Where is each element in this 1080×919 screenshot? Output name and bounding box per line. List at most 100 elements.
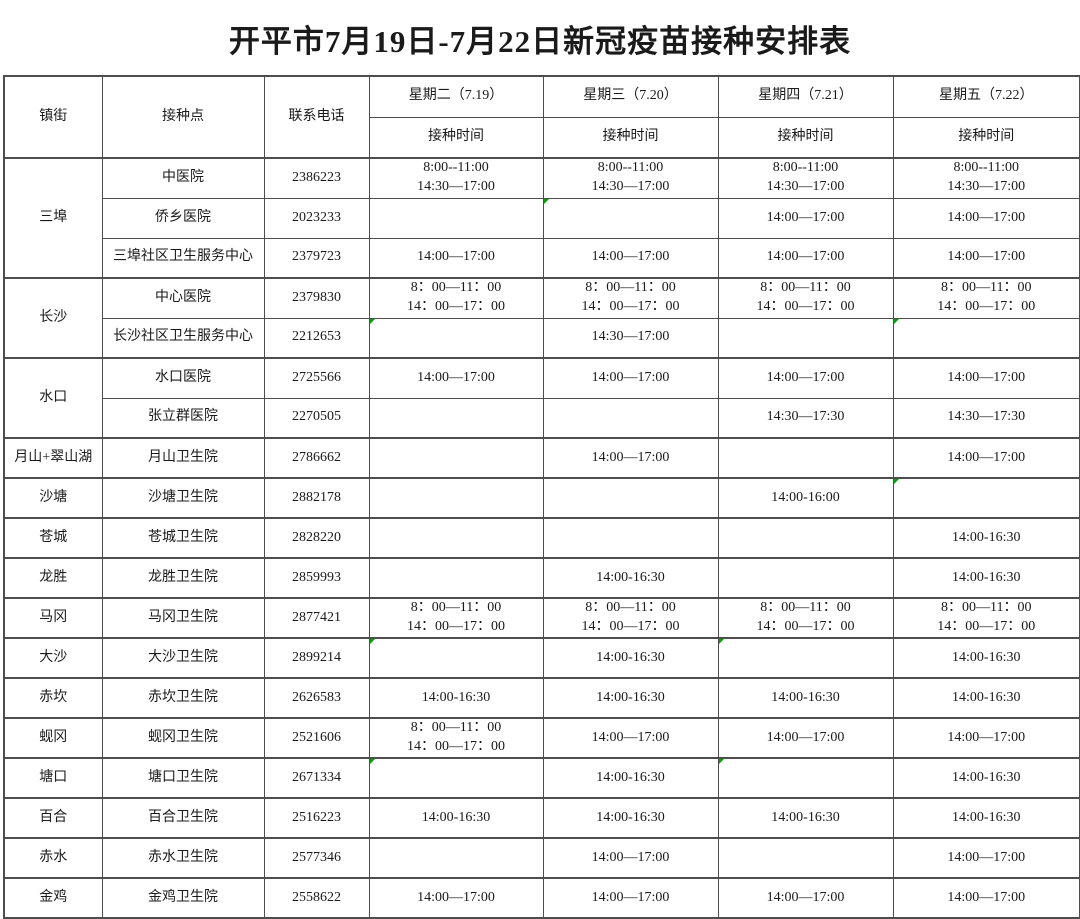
phone-cell: 2516223 <box>263 797 370 839</box>
site-cell: 赤水卫生院 <box>101 837 265 879</box>
time-cell: 14:00—17:00 <box>542 877 719 919</box>
time-cell <box>368 637 544 679</box>
time-cell <box>717 837 894 879</box>
table-row: 苍城 苍城卫生院 2828220 14:00-16:30 <box>3 517 1080 559</box>
time-cell: 8：00—11：00 14：00—17：00 <box>368 597 544 639</box>
table-row: 三埠 中医院 2386223 8:00--11:00 14:30—17:00 8:00--… <box>3 157 1080 279</box>
phone-cell: 2877421 <box>263 597 370 639</box>
time-range: 14:00-16:30 <box>952 769 1021 785</box>
time-cell: 14:00-16:30 <box>892 757 1080 799</box>
site-cell: 大沙卫生院 <box>101 637 265 679</box>
time-range: 14:00-16:30 <box>771 809 840 825</box>
time-range: 14:00—17:00 <box>766 249 845 265</box>
town-cell: 龙胜 <box>3 557 103 599</box>
time-cell <box>717 757 894 799</box>
time-range: 14:00—17:00 <box>417 889 495 905</box>
time-cell <box>542 517 719 559</box>
time-cell: 14:00-16:30 <box>542 637 719 679</box>
time-cell <box>368 397 544 439</box>
time-range: 14:00—17:00 <box>947 369 1026 385</box>
time-cell: 14:00-16:30 <box>892 797 1080 839</box>
green-triangle-icon <box>894 480 899 484</box>
time-range: 8:00--11:00 <box>597 160 664 176</box>
table-row: 龙胜 龙胜卫生院 2859993 14:00-16:30 14:00-16:30 <box>3 557 1080 599</box>
green-triangle-icon <box>894 319 899 324</box>
time-cell: 8：00—11：00 14：00—17：00 <box>368 717 544 759</box>
time-cell: 8：00—11：00 14：00—17：00 <box>717 597 894 639</box>
time-range: 8：00—11：00 <box>941 600 1032 616</box>
town-cell: 沙塘 <box>3 477 103 519</box>
time-cell <box>892 317 1080 359</box>
time-range: 14:00-16:30 <box>952 809 1021 825</box>
time-cell: 14:00—17:00 <box>892 357 1080 399</box>
time-cell <box>717 317 894 359</box>
time-cell: 14:00-16:30 <box>717 797 894 839</box>
time-range: 8：00—11：00 <box>410 720 502 736</box>
time-cell <box>368 517 544 559</box>
time-range: 14:30—17:30 <box>947 409 1026 425</box>
site-cell: 张立群医院 <box>101 397 265 439</box>
time-range: 14:00-16:30 <box>596 769 665 785</box>
header-day-tue: 星期二（7.19） <box>368 75 544 118</box>
time-cell: 14:00-16:00 <box>717 477 894 519</box>
site-cell: 赤坎卫生院 <box>101 677 265 719</box>
time-range: 14:00-16:30 <box>952 689 1021 705</box>
time-cell: 14:00—17:00 <box>368 357 544 399</box>
table-row: 沙塘 沙塘卫生院 2882178 14:00-16:00 <box>3 477 1080 519</box>
time-range: 14:00-16:30 <box>596 649 665 665</box>
time-range: 14:00—17:00 <box>766 889 845 905</box>
schedule-rows: 三埠 中医院 2386223 8:00--11:00 14:30—17:00 8:00--… <box>3 157 1080 919</box>
site-cell: 塘口卫生院 <box>101 757 265 799</box>
time-range: 14:00-16:30 <box>771 689 840 705</box>
phone-cell: 2212653 <box>263 317 370 359</box>
time-cell: 14:00—17:00 <box>892 717 1080 759</box>
time-cell <box>368 757 544 799</box>
header-day-fri: 星期五（7.22） <box>892 75 1080 118</box>
time-range: 14:00—17:00 <box>591 889 670 905</box>
time-cell <box>717 517 894 559</box>
phone-cell: 2386223 <box>263 157 370 199</box>
site-cell: 马冈卫生院 <box>101 597 265 639</box>
page-title: 开平市7月19日-7月22日新冠疫苗接种安排表 <box>228 24 852 59</box>
time-cell: 14:00—17:00 <box>542 717 719 759</box>
town-cell: 百合 <box>3 797 103 839</box>
site-cell: 百合卫生院 <box>101 797 265 839</box>
time-cell <box>542 397 719 439</box>
time-range: 14：00—17：00 <box>756 619 855 634</box>
time-range: 8：00—11：00 <box>760 600 851 616</box>
time-cell: 8：00—11：00 14：00—17：00 <box>542 597 719 639</box>
time-range: 8:00--11:00 <box>423 160 489 176</box>
time-cell: 14:00-16:30 <box>542 557 719 599</box>
green-triangle-icon <box>719 760 724 764</box>
time-cell: 14:30—17:30 <box>717 397 894 439</box>
time-cell <box>368 837 544 879</box>
time-range: 14:00—17:00 <box>947 729 1026 745</box>
town-cell: 赤坎 <box>3 677 103 719</box>
time-cell: 8:00--11:00 14:30—17:00 <box>368 157 544 199</box>
time-range: 8：00—11：00 <box>941 280 1032 296</box>
site-cell: 月山卫生院 <box>101 437 265 479</box>
time-cell: 8:00--11:00 14:30—17:00 <box>542 157 719 199</box>
time-range: 14:00-16:30 <box>952 649 1021 665</box>
time-cell: 14:00—17:00 <box>892 877 1080 919</box>
table-header: 镇街 接种点 联系电话 星期二（7.19） 星期三（7.20） 星期四（7.21… <box>3 75 1080 159</box>
time-range: 14:00-16:00 <box>771 489 840 505</box>
time-cell: 14:00—17:00 <box>717 877 894 919</box>
site-cell: 长沙社区卫生服务中心 <box>101 317 265 359</box>
header-row-days: 镇街 接种点 联系电话 星期二（7.19） 星期三（7.20） 星期四（7.21… <box>3 75 1080 159</box>
phone-cell: 2521606 <box>263 717 370 759</box>
header-time-tue: 接种时间 <box>368 116 544 159</box>
time-range: 14:00-16:30 <box>952 569 1021 585</box>
time-range: 14:00-16:30 <box>421 809 491 825</box>
town-cell: 三埠 <box>3 157 103 279</box>
time-cell: 14:30—17:30 <box>892 397 1080 439</box>
time-cell: 8:00--11:00 14:30—17:00 <box>717 157 894 199</box>
table-row: 月山+翠山湖 月山卫生院 2786662 14:00—17:00 14:00—17:00 <box>3 437 1080 479</box>
time-cell <box>892 477 1080 519</box>
header-site: 接种点 <box>101 75 265 159</box>
time-cell: 14:00-16:30 <box>368 677 544 719</box>
time-cell <box>368 317 544 359</box>
town-cell: 水口 <box>3 357 103 439</box>
time-cell: 14:00—17:00 <box>542 437 719 479</box>
time-cell: 14:00-16:30 <box>892 637 1080 679</box>
